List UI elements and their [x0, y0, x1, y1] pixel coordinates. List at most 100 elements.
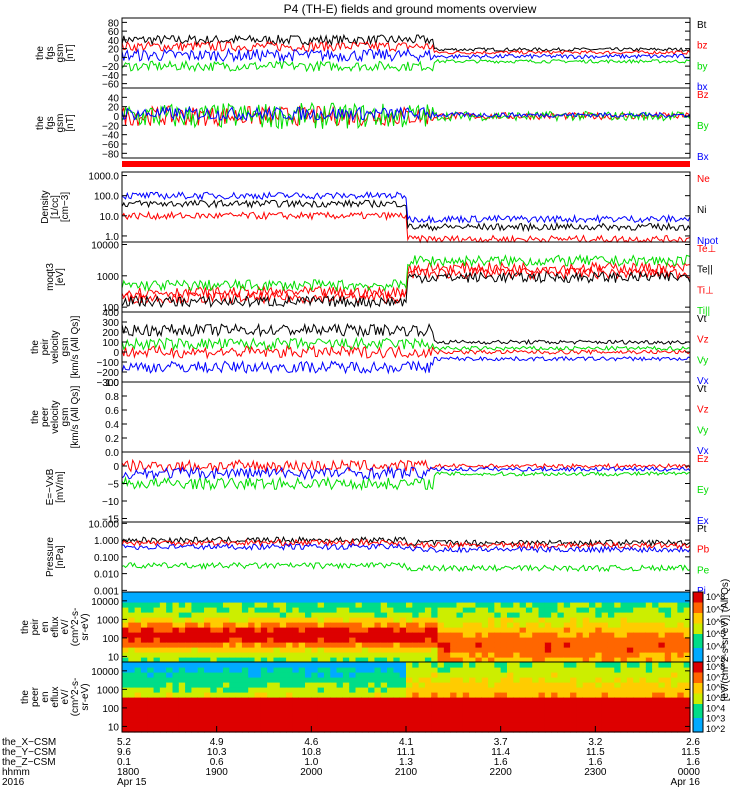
spectrogram-cell [595, 692, 603, 698]
spectrogram-cell [330, 637, 338, 643]
spectrogram-cell [197, 697, 205, 703]
spectrogram-cell [645, 597, 653, 603]
legend-Ez: Ez [697, 454, 709, 465]
spectrogram-cell [513, 597, 521, 603]
spectrogram-cell [393, 592, 401, 598]
spectrogram-cell [601, 657, 609, 663]
spectrogram-cell [595, 677, 603, 683]
spectrogram-cell [317, 722, 325, 728]
spectrogram-cell [557, 622, 565, 628]
spectrogram-cell [519, 662, 527, 668]
spectrogram-cell [147, 692, 155, 698]
spectrogram-cell [677, 682, 685, 688]
spectrogram-cell [607, 692, 615, 698]
spectrogram-cell [128, 712, 136, 718]
spectrogram-cell [481, 612, 489, 618]
spectrogram-cell [671, 687, 678, 693]
spectrogram-cell [601, 692, 609, 698]
spectrogram-cell [671, 617, 678, 623]
spectrogram-cell [374, 627, 382, 633]
spectrogram-cell [551, 662, 559, 668]
spectrogram-cell [677, 707, 685, 713]
spectrogram-cell [614, 662, 622, 668]
spectrogram-cell [349, 627, 357, 633]
spectrogram-cell [469, 707, 477, 713]
spectrogram-cell [311, 672, 319, 678]
spectrogram-cell [330, 722, 338, 728]
x-tick-label-time: 2200 [490, 767, 513, 778]
spectrogram-cell [494, 597, 502, 603]
spectrogram-cell [166, 637, 174, 643]
spectrogram-cell [683, 697, 691, 703]
spectrogram-cell [387, 682, 394, 688]
spectrogram-cell [652, 607, 660, 613]
spectrogram-cell [589, 612, 596, 618]
y-tick-label: 100 [102, 634, 119, 645]
spectrogram-cell [260, 667, 268, 673]
spectrogram-cell [286, 677, 293, 683]
spectrogram-cell [544, 622, 552, 628]
spectrogram-cell [652, 597, 660, 603]
spectrogram-cell [589, 597, 596, 603]
spectrogram-cell [633, 607, 641, 613]
spectrogram-cell [677, 667, 685, 673]
spectrogram-cell [153, 697, 161, 703]
spectrogram-cell [595, 662, 603, 668]
spectrogram-cell [525, 622, 533, 628]
spectrogram-cell [683, 682, 691, 688]
spectrogram-cell [166, 682, 174, 688]
spectrogram-cell [235, 717, 243, 723]
spectrogram-cell [191, 667, 199, 673]
spectrogram-cell [406, 647, 413, 653]
spectrogram-cell [166, 727, 174, 733]
spectrogram-cell [204, 607, 211, 613]
spectrogram-cell [671, 697, 678, 703]
spectrogram-cell [639, 652, 647, 658]
spectrogram-cell [273, 642, 281, 648]
spectrogram-cell [614, 612, 622, 618]
spectrogram-cell [658, 712, 666, 718]
y-axis-label: sr-eV) [80, 683, 91, 710]
spectrogram-cell [683, 667, 691, 673]
spectrogram-cell [342, 607, 350, 613]
spectrogram-cell [235, 712, 243, 718]
x-tick-label-x: 5.2 [117, 737, 131, 748]
spectrogram-cell [570, 652, 577, 658]
spectrogram-cell [563, 612, 571, 618]
x-row-label: the_Y−CSM [2, 747, 56, 758]
spectrogram-cell [355, 657, 363, 663]
spectrogram-cell [437, 682, 445, 688]
spectrogram-cell [456, 682, 464, 688]
spectrogram-cell [431, 617, 439, 623]
spectrogram-cell [601, 697, 609, 703]
spectrogram-cell [305, 662, 312, 668]
spectrogram-cell [532, 647, 540, 653]
spectrogram-cell [235, 617, 243, 623]
spectrogram-cell [305, 617, 312, 623]
spectrogram-cell [607, 722, 615, 728]
x-tick-label-z: 0.6 [210, 757, 224, 768]
spectrogram-cell [462, 692, 470, 698]
spectrogram-cell [412, 697, 420, 703]
spectrogram-cell [538, 682, 546, 688]
spectrogram-cell [525, 717, 533, 723]
y-axis-label: en [40, 691, 51, 702]
spectrogram-cell [658, 612, 666, 618]
spectrogram-cell [488, 622, 495, 628]
spectrogram-cell [368, 602, 376, 608]
spectrogram-cell [494, 612, 502, 618]
spectrogram-cell [607, 717, 615, 723]
spectrogram-cell [147, 727, 155, 733]
spectrogram-cell [267, 717, 275, 723]
spectrogram-cell [159, 672, 167, 678]
spectrogram-cell [323, 702, 331, 708]
spectrogram-cell [481, 657, 489, 663]
spectrogram-cell [418, 637, 426, 643]
spectrogram-cell [342, 622, 350, 628]
spectrogram-cell [437, 687, 445, 693]
spectrogram-cell [544, 612, 552, 618]
spectrogram-cell [443, 652, 451, 658]
spectrogram-cell [607, 712, 615, 718]
